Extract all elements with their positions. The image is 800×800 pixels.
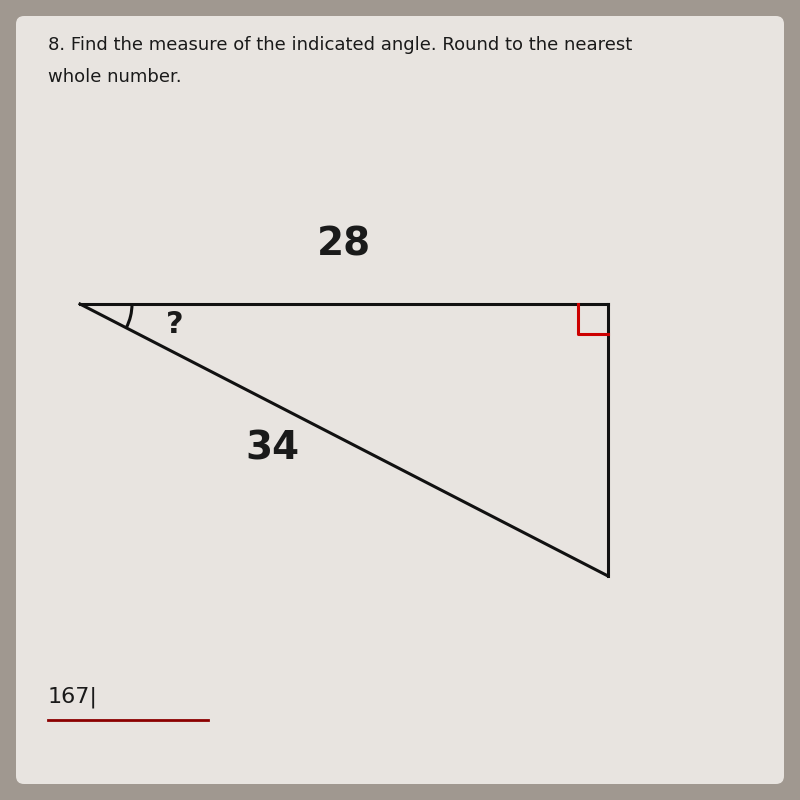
Text: ?: ? xyxy=(166,310,183,339)
Text: 167|: 167| xyxy=(48,686,98,708)
Text: whole number.: whole number. xyxy=(48,68,182,86)
FancyBboxPatch shape xyxy=(16,16,784,784)
Text: 28: 28 xyxy=(317,226,371,264)
Text: 8. Find the measure of the indicated angle. Round to the nearest: 8. Find the measure of the indicated ang… xyxy=(48,36,632,54)
Text: 34: 34 xyxy=(245,429,299,467)
